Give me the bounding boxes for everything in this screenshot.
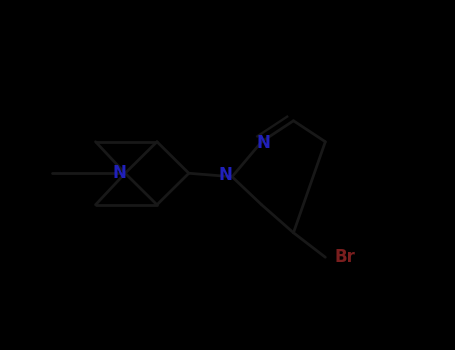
Text: N: N: [257, 134, 271, 153]
Text: N: N: [113, 164, 126, 182]
Text: N: N: [218, 166, 232, 184]
Text: Br: Br: [334, 248, 355, 266]
